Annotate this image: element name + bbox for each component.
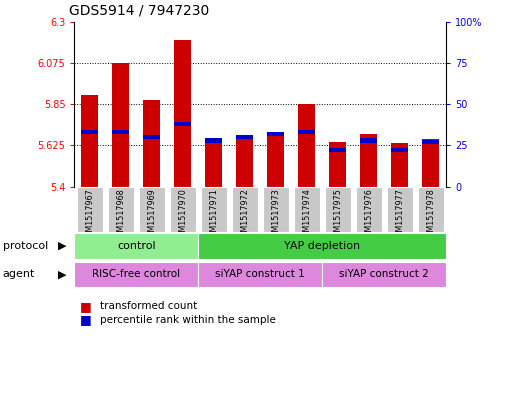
Bar: [74, 262, 199, 287]
Text: control: control: [117, 241, 155, 251]
Bar: [325, 187, 351, 232]
Bar: [267, 132, 284, 136]
Bar: [422, 140, 439, 144]
Text: GSM1517977: GSM1517977: [396, 188, 404, 242]
Bar: [201, 187, 227, 232]
Bar: [391, 148, 408, 152]
Bar: [199, 233, 446, 259]
Bar: [329, 148, 346, 152]
Text: percentile rank within the sample: percentile rank within the sample: [100, 315, 276, 325]
Text: GSM1517969: GSM1517969: [147, 188, 156, 242]
Bar: [108, 187, 134, 232]
Bar: [112, 63, 129, 187]
Text: GSM1517972: GSM1517972: [241, 188, 249, 242]
Bar: [82, 95, 98, 187]
Text: GSM1517973: GSM1517973: [271, 188, 280, 242]
Bar: [174, 40, 191, 187]
Bar: [418, 187, 444, 232]
Bar: [299, 130, 315, 134]
Text: ▶: ▶: [58, 269, 67, 279]
Text: GSM1517970: GSM1517970: [179, 188, 187, 242]
Bar: [205, 143, 222, 187]
Bar: [236, 139, 253, 187]
Bar: [232, 187, 258, 232]
Text: GSM1517971: GSM1517971: [209, 188, 219, 242]
Bar: [112, 130, 129, 134]
Bar: [170, 187, 196, 232]
Bar: [360, 138, 378, 143]
Text: YAP depletion: YAP depletion: [284, 241, 361, 251]
Bar: [360, 134, 378, 187]
Bar: [199, 262, 322, 287]
Bar: [422, 139, 439, 187]
Bar: [205, 138, 222, 143]
Text: GSM1517968: GSM1517968: [116, 188, 125, 242]
Bar: [322, 262, 446, 287]
Text: siYAP construct 2: siYAP construct 2: [340, 269, 429, 279]
Bar: [267, 134, 284, 187]
Text: ▶: ▶: [58, 241, 67, 251]
Text: GSM1517978: GSM1517978: [426, 188, 436, 242]
Text: siYAP construct 1: siYAP construct 1: [215, 269, 305, 279]
Bar: [139, 187, 165, 232]
Bar: [263, 187, 289, 232]
Bar: [82, 130, 98, 134]
Bar: [294, 187, 320, 232]
Text: agent: agent: [3, 269, 35, 279]
Bar: [391, 143, 408, 187]
Bar: [143, 99, 161, 187]
Text: GSM1517967: GSM1517967: [85, 188, 94, 242]
Bar: [299, 104, 315, 187]
Bar: [356, 187, 382, 232]
Bar: [329, 142, 346, 187]
Bar: [174, 122, 191, 126]
Text: transformed count: transformed count: [100, 301, 198, 311]
Bar: [74, 233, 199, 259]
Text: RISC-free control: RISC-free control: [92, 269, 181, 279]
Bar: [77, 187, 103, 232]
Text: GDS5914 / 7947230: GDS5914 / 7947230: [69, 4, 209, 18]
Bar: [387, 187, 413, 232]
Text: GSM1517975: GSM1517975: [333, 188, 342, 242]
Text: GSM1517974: GSM1517974: [302, 188, 311, 242]
Bar: [143, 135, 161, 139]
Text: GSM1517976: GSM1517976: [364, 188, 373, 242]
Text: protocol: protocol: [3, 241, 48, 251]
Text: ■: ■: [80, 313, 91, 327]
Text: ■: ■: [80, 299, 91, 313]
Bar: [236, 135, 253, 139]
